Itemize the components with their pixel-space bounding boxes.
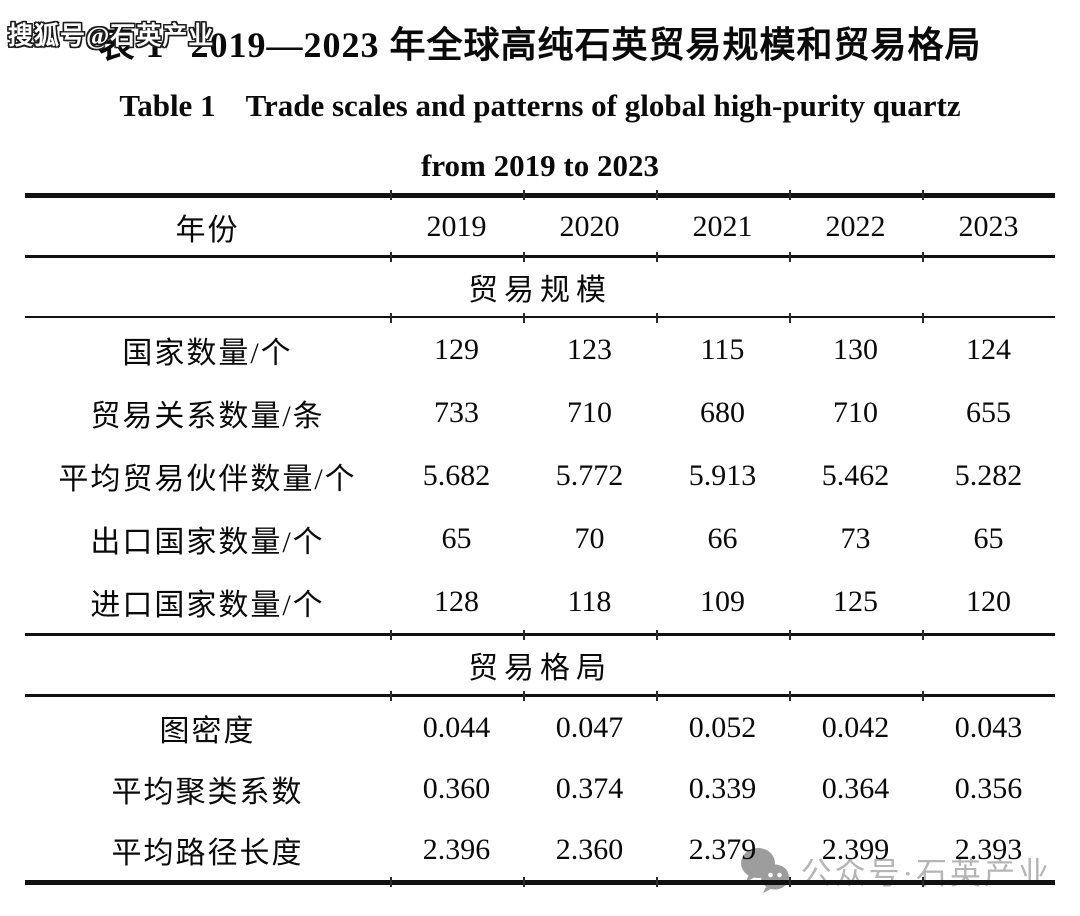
cell-value: 0.356 xyxy=(954,771,1023,805)
trade-table: 年份 2019 2020 2021 2022 2023 贸易规模 国家数量/个 … xyxy=(25,190,1055,887)
cell-value: 5.772 xyxy=(555,458,624,492)
cell-value: 115 xyxy=(700,332,745,366)
year-header-2021: 2021 xyxy=(692,209,753,243)
cell-value: 2.396 xyxy=(422,832,491,866)
cell-value: 0.339 xyxy=(688,771,757,805)
cell-value: 5.913 xyxy=(688,458,757,492)
table-row-country-count: 国家数量/个 129 123 115 130 124 xyxy=(25,318,1055,381)
cell-value: 710 xyxy=(833,395,878,429)
table-caption-cn-text: 2019—2023 年全球高纯石英贸易规模和贸易格局 xyxy=(190,25,982,65)
cell-value: 65 xyxy=(441,521,472,555)
cell-value: 73 xyxy=(840,521,871,555)
row-label: 图密度 xyxy=(159,714,256,748)
cell-value: 733 xyxy=(434,395,479,429)
cell-value: 2.393 xyxy=(954,832,1023,866)
row-label: 平均贸易伙伴数量/个 xyxy=(58,462,357,496)
cell-value: 0.360 xyxy=(422,771,491,805)
cell-value: 124 xyxy=(966,332,1011,366)
section-header-trade-pattern: 贸易格局 xyxy=(468,652,612,685)
cell-value: 2.360 xyxy=(555,832,624,866)
cell-value: 0.047 xyxy=(555,710,624,744)
year-header-2020: 2020 xyxy=(559,209,620,243)
rule-below-section2 xyxy=(25,691,1055,701)
table-caption-cn: 表 1 2019—2023 年全球高纯石英贸易规模和贸易格局 xyxy=(0,16,1080,68)
year-header-row: 年份 2019 2020 2021 2022 2023 xyxy=(25,198,1055,255)
rule-below-header xyxy=(25,252,1055,262)
cell-value: 65 xyxy=(973,521,1004,555)
cell-value: 66 xyxy=(707,521,738,555)
row-label: 进口国家数量/个 xyxy=(90,588,325,622)
rule-above-section2 xyxy=(25,630,1055,640)
table-row-trade-relations: 贸易关系数量/条 733 710 680 710 655 xyxy=(25,381,1055,444)
table-caption-en-line2: from 2019 to 2023 xyxy=(421,148,659,183)
cell-value: 0.042 xyxy=(821,710,890,744)
cell-value: 130 xyxy=(833,332,878,366)
table-row-avg-path-length: 平均路径长度 2.396 2.360 2.379 2.399 2.393 xyxy=(25,819,1055,880)
year-header-label: 年份 xyxy=(175,213,240,247)
row-label: 贸易关系数量/条 xyxy=(90,399,325,433)
table-caption-en: Table 1 Trade scales and patterns of glob… xyxy=(0,88,1080,124)
cell-value: 655 xyxy=(966,395,1011,429)
table-caption-cn-label: 表 1 xyxy=(98,25,165,65)
table-row-graph-density: 图密度 0.044 0.047 0.052 0.042 0.043 xyxy=(25,697,1055,758)
cell-value: 5.282 xyxy=(954,458,1023,492)
cell-value: 70 xyxy=(574,521,605,555)
cell-value: 0.374 xyxy=(555,771,624,805)
table-row-import-countries: 进口国家数量/个 128 118 109 125 120 xyxy=(25,570,1055,633)
sohu-watermark: 搜狐号@石英产业 xyxy=(8,23,215,50)
cell-value: 5.462 xyxy=(821,458,890,492)
cell-value: 710 xyxy=(567,395,612,429)
section-header-trade-scale: 贸易规模 xyxy=(468,274,612,307)
cell-value: 118 xyxy=(567,584,612,618)
row-label: 出口国家数量/个 xyxy=(90,525,325,559)
year-header-2022: 2022 xyxy=(825,209,886,243)
cell-value: 123 xyxy=(567,332,612,366)
cell-value: 680 xyxy=(700,395,745,429)
cell-value: 0.044 xyxy=(422,710,491,744)
year-header-2023: 2023 xyxy=(958,209,1019,243)
cell-value: 125 xyxy=(833,584,878,618)
rule-below-section1 xyxy=(25,313,1055,323)
cell-value: 0.052 xyxy=(688,710,757,744)
cell-value: 120 xyxy=(966,584,1011,618)
table-row-avg-trade-partners: 平均贸易伙伴数量/个 5.682 5.772 5.913 5.462 5.282 xyxy=(25,444,1055,507)
cell-value: 109 xyxy=(700,584,745,618)
year-header-2019: 2019 xyxy=(426,209,487,243)
row-label: 平均路径长度 xyxy=(111,836,304,870)
table-row-avg-clustering: 平均聚类系数 0.360 0.374 0.339 0.364 0.356 xyxy=(25,758,1055,819)
row-label: 平均聚类系数 xyxy=(111,775,304,809)
cell-value: 0.364 xyxy=(821,771,890,805)
rule-top xyxy=(25,190,1055,200)
row-label: 国家数量/个 xyxy=(122,336,293,370)
table-row-export-countries: 出口国家数量/个 65 70 66 73 65 xyxy=(25,507,1055,570)
cell-value: 129 xyxy=(434,332,479,366)
table-caption-en-label: Table 1 xyxy=(119,88,216,123)
rule-bottom xyxy=(25,877,1055,887)
table-caption-en-text: Trade scales and patterns of global high… xyxy=(245,88,961,123)
cell-value: 2.379 xyxy=(688,832,757,866)
cell-value: 5.682 xyxy=(422,458,491,492)
cell-value: 2.399 xyxy=(821,832,890,866)
cell-value: 128 xyxy=(434,584,479,618)
cell-value: 0.043 xyxy=(954,710,1023,744)
